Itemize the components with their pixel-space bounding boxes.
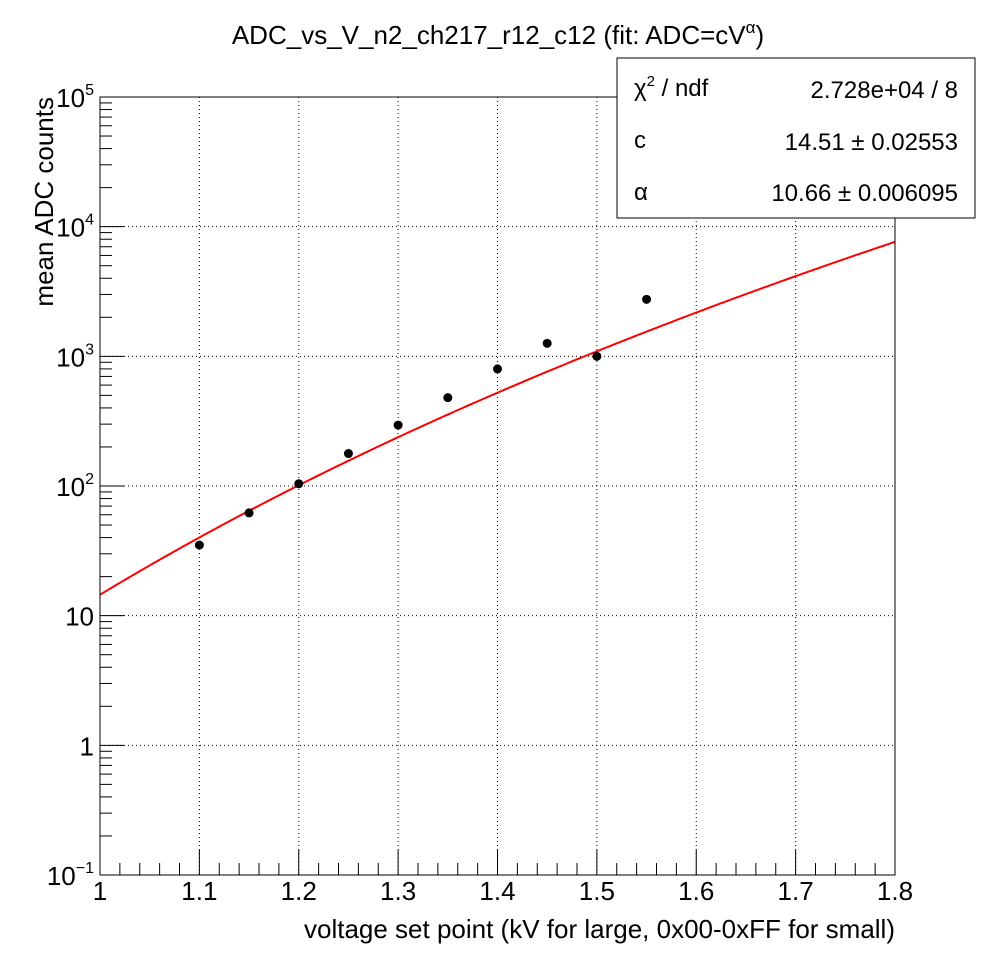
y-tick-label: 102	[56, 471, 94, 502]
data-point	[592, 351, 602, 361]
stats-row-value: 10.66 ± 0.006095	[771, 180, 958, 207]
y-tick-exponent: 4	[85, 212, 94, 229]
stats-box-frame	[616, 57, 976, 219]
y-tick-exponent: 3	[85, 341, 94, 358]
y-tick-label: 1	[80, 731, 94, 761]
y-tick-exponent: 5	[85, 82, 94, 99]
x-tick-label: 1.6	[678, 876, 714, 906]
y-tick-exponent: 2	[85, 471, 94, 488]
chart-title: ADC_vs_V_n2_ch217_r12_c12 (fit: ADC=cVα)	[232, 18, 764, 50]
stats-row-value: 2.728e+04 / 8	[811, 77, 958, 104]
grid	[100, 97, 895, 875]
stats-row-label: α	[634, 179, 648, 206]
data-point	[393, 420, 403, 430]
x-tick-label: 1.3	[380, 876, 416, 906]
y-tick-base: 10	[47, 861, 76, 891]
fit-curve	[99, 240, 896, 596]
data-point	[294, 479, 304, 489]
y-tick-label: 10−1	[47, 860, 94, 891]
x-tick-label: 1.4	[479, 876, 515, 906]
x-tick-label: 1.1	[181, 876, 217, 906]
data-point	[343, 449, 353, 459]
x-tick-label: 1	[93, 876, 107, 906]
data-point	[642, 294, 652, 304]
y-tick-label: 105	[56, 82, 94, 113]
y-tick-exponent: −1	[76, 860, 94, 877]
y-tick-label: 10	[65, 602, 94, 632]
stats-row-label: χ2 / ndf	[634, 73, 709, 102]
y-tick-base: 10	[56, 342, 85, 372]
stats-chi-suffix: / ndf	[655, 75, 709, 102]
chart-title-main: ADC_vs_V_n2_ch217_r12_c12 (fit: ADC=cV	[232, 20, 746, 50]
data-point	[244, 508, 254, 518]
data-point	[443, 393, 453, 403]
x-tick-label: 1.8	[877, 876, 913, 906]
stats-chi-symbol: χ	[634, 75, 647, 102]
axis-tick-labels: 1 1.1 1.2 1.3 1.4 1.5 1.6 1.7 1.810−111010210310…	[47, 82, 913, 906]
y-tick-base: 10	[56, 472, 85, 502]
x-axis-label: voltage set point (kV for large, 0x00-0x…	[304, 914, 895, 944]
data-point	[542, 338, 552, 348]
stats-row-label: c	[634, 127, 646, 154]
y-tick-base: 10	[65, 602, 94, 632]
axis-ticks	[99, 96, 896, 876]
y-tick-label: 103	[56, 341, 94, 372]
fit-line	[99, 240, 896, 596]
chart-title-suffix: )	[755, 20, 764, 50]
y-tick-base: 1	[80, 731, 94, 761]
y-axis-label: mean ADC counts	[29, 97, 59, 307]
x-tick-label: 1.5	[579, 876, 615, 906]
y-tick-label: 104	[56, 212, 94, 243]
stats-box: χ2 / ndf 2.728e+04 / 8 c 14.51 ± 0.02553…	[616, 57, 976, 219]
y-tick-base: 10	[56, 83, 85, 113]
data-point	[194, 540, 204, 550]
y-tick-base: 10	[56, 213, 85, 243]
stats-row-value: 14.51 ± 0.02553	[785, 129, 958, 156]
data-points	[194, 294, 652, 550]
stats-chi-superscript: 2	[647, 73, 655, 90]
x-tick-label: 1.7	[778, 876, 814, 906]
chart-title-superscript: α	[746, 18, 756, 37]
x-tick-label: 1.2	[281, 876, 317, 906]
data-point	[493, 364, 502, 374]
